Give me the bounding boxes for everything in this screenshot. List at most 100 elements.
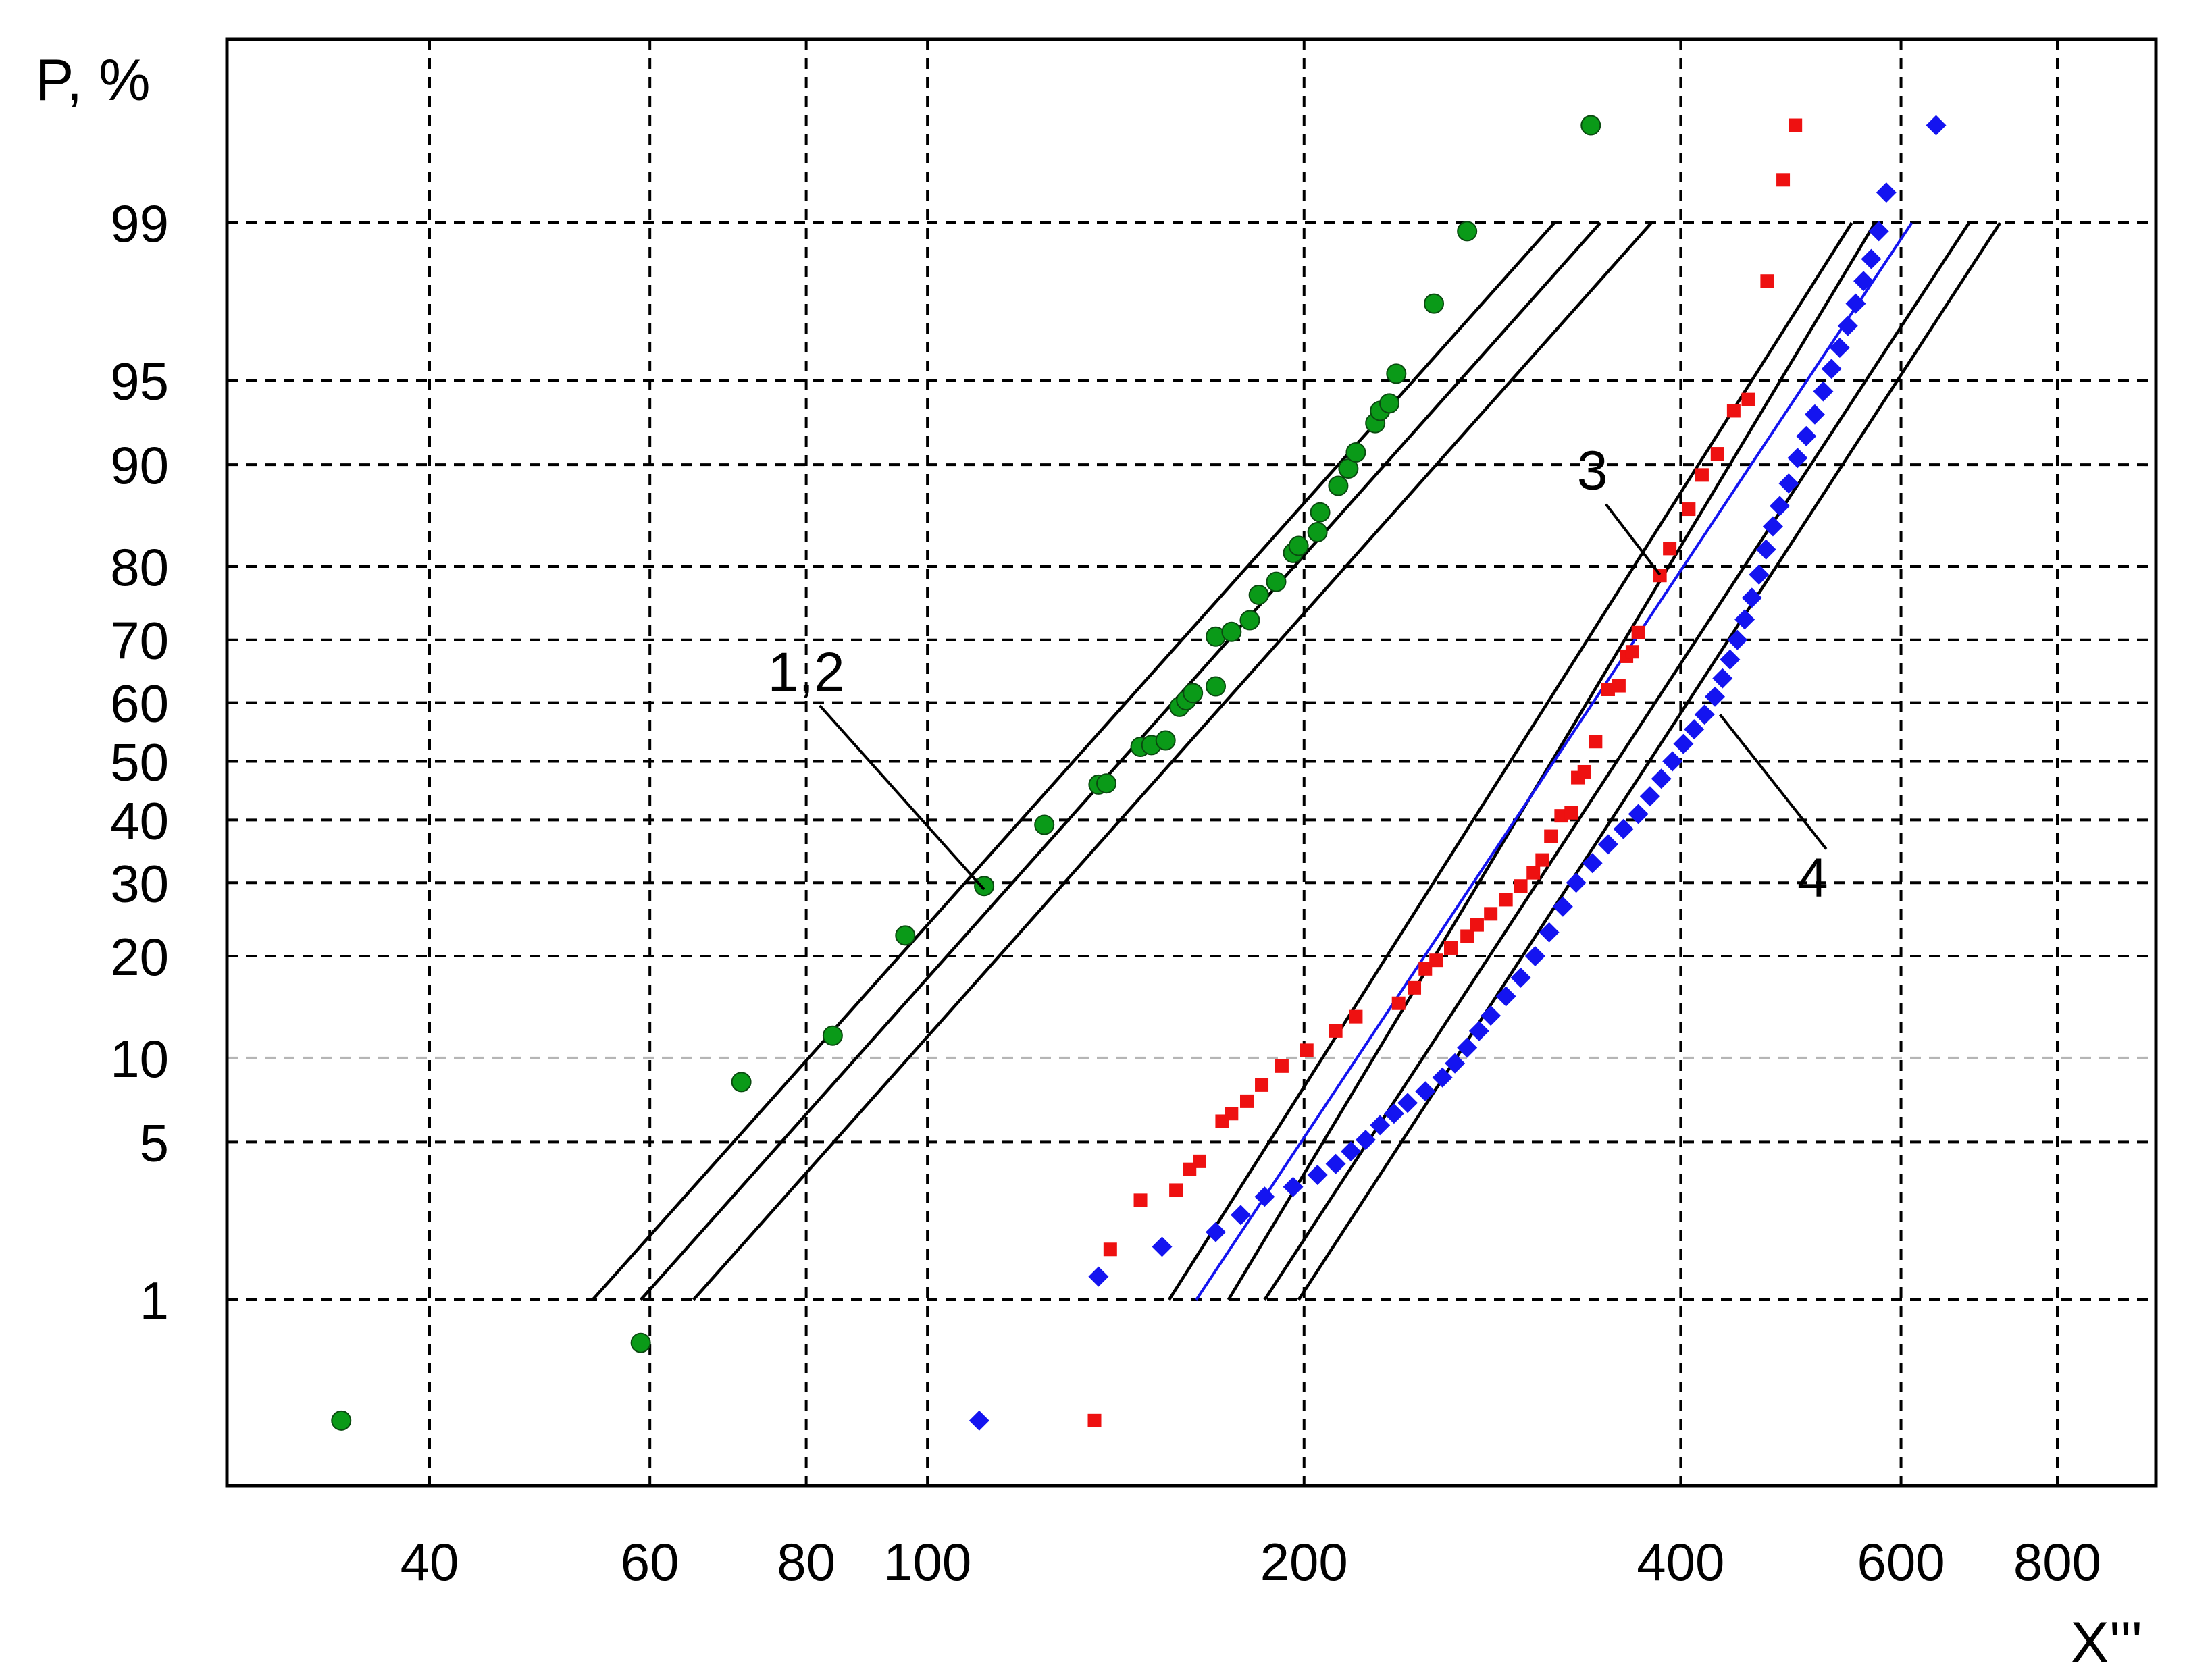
data-point xyxy=(1582,853,1603,874)
data-point xyxy=(1601,682,1615,696)
data-point xyxy=(1694,704,1715,725)
data-point xyxy=(1741,392,1755,406)
data-point xyxy=(1804,404,1825,425)
data-point xyxy=(1651,768,1672,789)
data-point xyxy=(1408,980,1422,995)
data-point xyxy=(1853,271,1874,292)
data-point xyxy=(1155,730,1176,751)
data-point xyxy=(1329,1024,1343,1038)
fit-line xyxy=(1227,221,1877,1301)
data-point xyxy=(1741,587,1762,608)
data-point xyxy=(1481,1005,1501,1026)
data-point xyxy=(1443,941,1458,955)
data-point xyxy=(1589,735,1603,749)
data-point xyxy=(1845,293,1866,314)
data-point xyxy=(1778,473,1799,494)
data-point xyxy=(1310,502,1331,523)
data-point xyxy=(1653,569,1667,583)
data-points xyxy=(331,115,1947,1431)
data-point xyxy=(1876,182,1897,203)
data-point xyxy=(1544,829,1558,843)
y-tick-label: 30 xyxy=(110,854,169,913)
y-tick-label: 80 xyxy=(110,537,169,597)
data-point xyxy=(1445,1053,1466,1074)
data-point xyxy=(822,1025,843,1046)
data-point xyxy=(1813,381,1834,402)
data-point xyxy=(1288,535,1309,556)
y-tick-label: 40 xyxy=(110,791,169,850)
data-point xyxy=(1266,571,1287,592)
data-point xyxy=(630,1332,651,1353)
data-point xyxy=(1770,496,1791,517)
data-point xyxy=(1613,818,1634,839)
data-point xyxy=(331,1410,352,1431)
y-tick-label: 70 xyxy=(110,611,169,671)
data-point xyxy=(1470,918,1484,932)
data-point xyxy=(969,1410,989,1431)
x-axis-label: X''' xyxy=(2070,1610,2142,1675)
data-point xyxy=(1307,1164,1328,1185)
data-point xyxy=(1379,393,1400,414)
data-point xyxy=(1552,896,1573,917)
annotation-label: 4 xyxy=(1797,847,1828,908)
data-point xyxy=(731,1072,752,1093)
data-point xyxy=(1386,363,1407,384)
data-point xyxy=(1926,115,1947,136)
fit-line xyxy=(1167,221,1853,1301)
data-point xyxy=(1248,584,1269,605)
data-point xyxy=(1096,773,1117,794)
data-point xyxy=(1705,686,1726,707)
fit-line xyxy=(639,221,1602,1301)
data-point xyxy=(1639,786,1660,807)
data-point xyxy=(1868,221,1889,242)
plot-frame xyxy=(225,37,2158,1488)
data-point xyxy=(1726,404,1741,418)
fit-line xyxy=(1195,221,1913,1301)
data-point xyxy=(1760,274,1774,288)
data-point xyxy=(1829,338,1850,359)
data-point xyxy=(1734,609,1755,630)
data-point xyxy=(1564,806,1578,820)
y-tick-label: 90 xyxy=(110,436,169,495)
data-point xyxy=(1225,1107,1239,1121)
data-point xyxy=(974,876,995,897)
data-point xyxy=(1457,221,1478,242)
fit-line xyxy=(1297,221,2002,1301)
data-point xyxy=(1712,668,1733,689)
data-point xyxy=(1328,475,1349,496)
data-point xyxy=(1628,804,1649,824)
data-point xyxy=(895,925,916,946)
data-point xyxy=(1789,118,1803,132)
data-point xyxy=(1370,1115,1391,1136)
data-point xyxy=(1612,679,1626,693)
data-point xyxy=(1796,425,1817,446)
data-point xyxy=(1254,1186,1275,1207)
annotation-label: 3 xyxy=(1577,440,1608,502)
y-tick-label: 99 xyxy=(110,194,169,253)
data-point xyxy=(1355,1130,1376,1151)
data-point xyxy=(1727,629,1748,650)
data-point xyxy=(1424,293,1445,314)
data-point xyxy=(1275,1059,1289,1073)
data-point xyxy=(1383,1103,1404,1124)
data-point xyxy=(1183,683,1204,704)
data-point xyxy=(1152,1236,1173,1257)
y-tick-label: 60 xyxy=(110,674,169,733)
data-point xyxy=(1566,872,1587,893)
data-point xyxy=(1397,1093,1418,1113)
x-axis-ticks: 40 60 80 100 200 400 600 800 xyxy=(401,1532,2101,1592)
data-point xyxy=(1539,922,1560,943)
data-point xyxy=(1577,764,1591,779)
data-point xyxy=(1415,1081,1436,1102)
annotation-leader xyxy=(819,704,985,891)
data-point xyxy=(1720,649,1741,670)
data-point xyxy=(1349,1009,1363,1024)
data-point xyxy=(1457,1037,1478,1058)
data-point xyxy=(1580,115,1601,136)
data-point xyxy=(1429,953,1443,968)
data-point xyxy=(1345,442,1366,463)
data-point xyxy=(1192,1154,1206,1168)
data-point xyxy=(1206,1222,1227,1242)
data-point xyxy=(1307,521,1328,542)
